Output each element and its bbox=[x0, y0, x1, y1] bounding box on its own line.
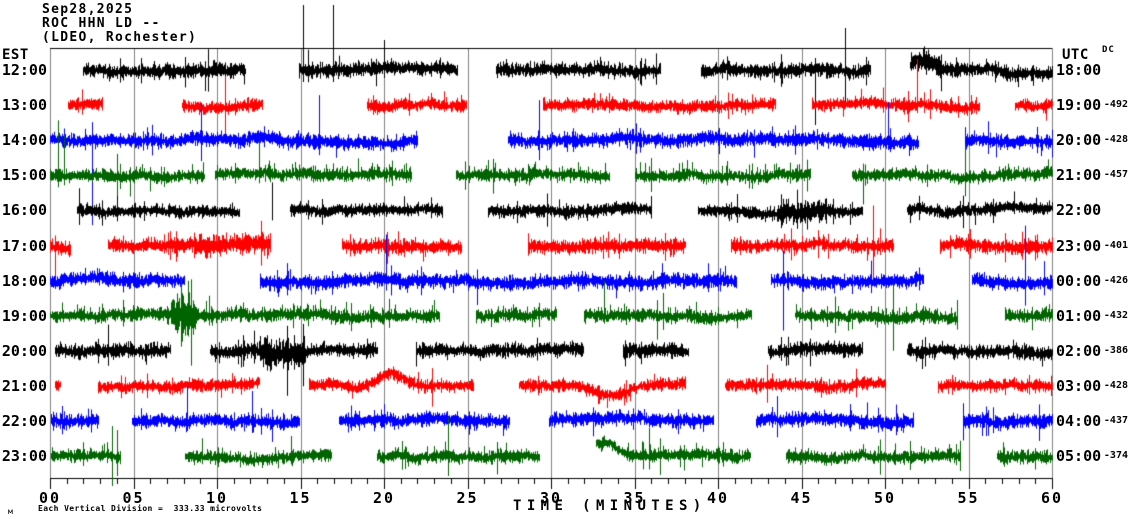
hour-label-est: 12:00 bbox=[1, 61, 47, 79]
hour-label-utc: 19:00 bbox=[1056, 96, 1102, 115]
x-tick-label: 60 bbox=[1040, 489, 1064, 507]
dc-column-label: DC bbox=[1102, 45, 1115, 55]
hour-label-utc: 18:00 bbox=[1056, 61, 1102, 79]
station-id: ROC HHN LD -- bbox=[42, 16, 161, 31]
dc-value: -437 bbox=[1103, 415, 1128, 426]
x-tick-label: 35 bbox=[623, 489, 646, 507]
hour-label-est: 13:00 bbox=[1, 96, 47, 115]
dc-value: -428 bbox=[1103, 379, 1128, 391]
hour-label-est: 23:00 bbox=[1, 447, 47, 466]
dc-value: -401 bbox=[1103, 239, 1128, 251]
x-tick-label: 50 bbox=[873, 489, 897, 507]
hour-label-utc: 04:00 bbox=[1056, 412, 1102, 430]
dc-value: -428 bbox=[1103, 134, 1128, 146]
x-tick-label: 10 bbox=[205, 489, 229, 507]
x-axis-title: TIME (MINUTES) bbox=[513, 498, 707, 514]
x-tick-label: 40 bbox=[706, 489, 730, 507]
hour-label-utc: 01:00 bbox=[1056, 306, 1102, 325]
hour-label-est: 16:00 bbox=[1, 201, 47, 220]
x-tick-label: 15 bbox=[289, 489, 312, 507]
hour-label-est: 21:00 bbox=[1, 376, 47, 395]
hour-label-est: 18:00 bbox=[1, 271, 47, 290]
dc-value: -492 bbox=[1103, 99, 1128, 111]
left-timezone-label: EST bbox=[2, 47, 29, 63]
hour-label-utc: 02:00 bbox=[1056, 341, 1102, 360]
hour-label-est: 19:00 bbox=[1, 306, 47, 325]
dc-value: -374 bbox=[1103, 450, 1128, 462]
hour-label-est: 14:00 bbox=[1, 131, 47, 150]
hour-label-est: 22:00 bbox=[1, 412, 47, 430]
x-tick-label: 20 bbox=[372, 489, 396, 507]
dc-value: -426 bbox=[1103, 274, 1128, 286]
dc-value: -386 bbox=[1103, 344, 1128, 356]
x-tick-label: 45 bbox=[790, 489, 813, 507]
dc-value: -432 bbox=[1103, 309, 1128, 321]
dc-value: -457 bbox=[1103, 169, 1128, 181]
right-timezone-label: UTC bbox=[1062, 47, 1089, 63]
x-tick-label: 25 bbox=[456, 489, 479, 507]
hour-label-utc: 22:00 bbox=[1056, 201, 1102, 220]
x-tick-label: 00 bbox=[38, 489, 62, 507]
hour-label-est: 17:00 bbox=[1, 236, 47, 255]
x-tick-label: 30 bbox=[539, 489, 563, 507]
corner-mark: м bbox=[8, 507, 13, 516]
hour-label-utc: 23:00 bbox=[1056, 236, 1102, 255]
hour-label-est: 15:00 bbox=[1, 166, 47, 185]
hour-label-est: 20:00 bbox=[1, 341, 47, 360]
hour-label-utc: 21:00 bbox=[1056, 166, 1102, 185]
hour-label-utc: 05:00 bbox=[1056, 447, 1102, 466]
hour-label-utc: 03:00 bbox=[1056, 376, 1102, 395]
station-location: (LDEO, Rochester) bbox=[42, 30, 198, 45]
x-tick-label: 05 bbox=[122, 489, 145, 507]
hour-label-utc: 00:00 bbox=[1056, 271, 1102, 290]
vertical-division-note: Each Vertical Division = 333.33 microvol… bbox=[38, 504, 263, 513]
title-date: Sep28,2025 bbox=[42, 2, 134, 17]
hour-label-utc: 20:00 bbox=[1056, 131, 1102, 150]
x-tick-label: 55 bbox=[957, 489, 980, 507]
